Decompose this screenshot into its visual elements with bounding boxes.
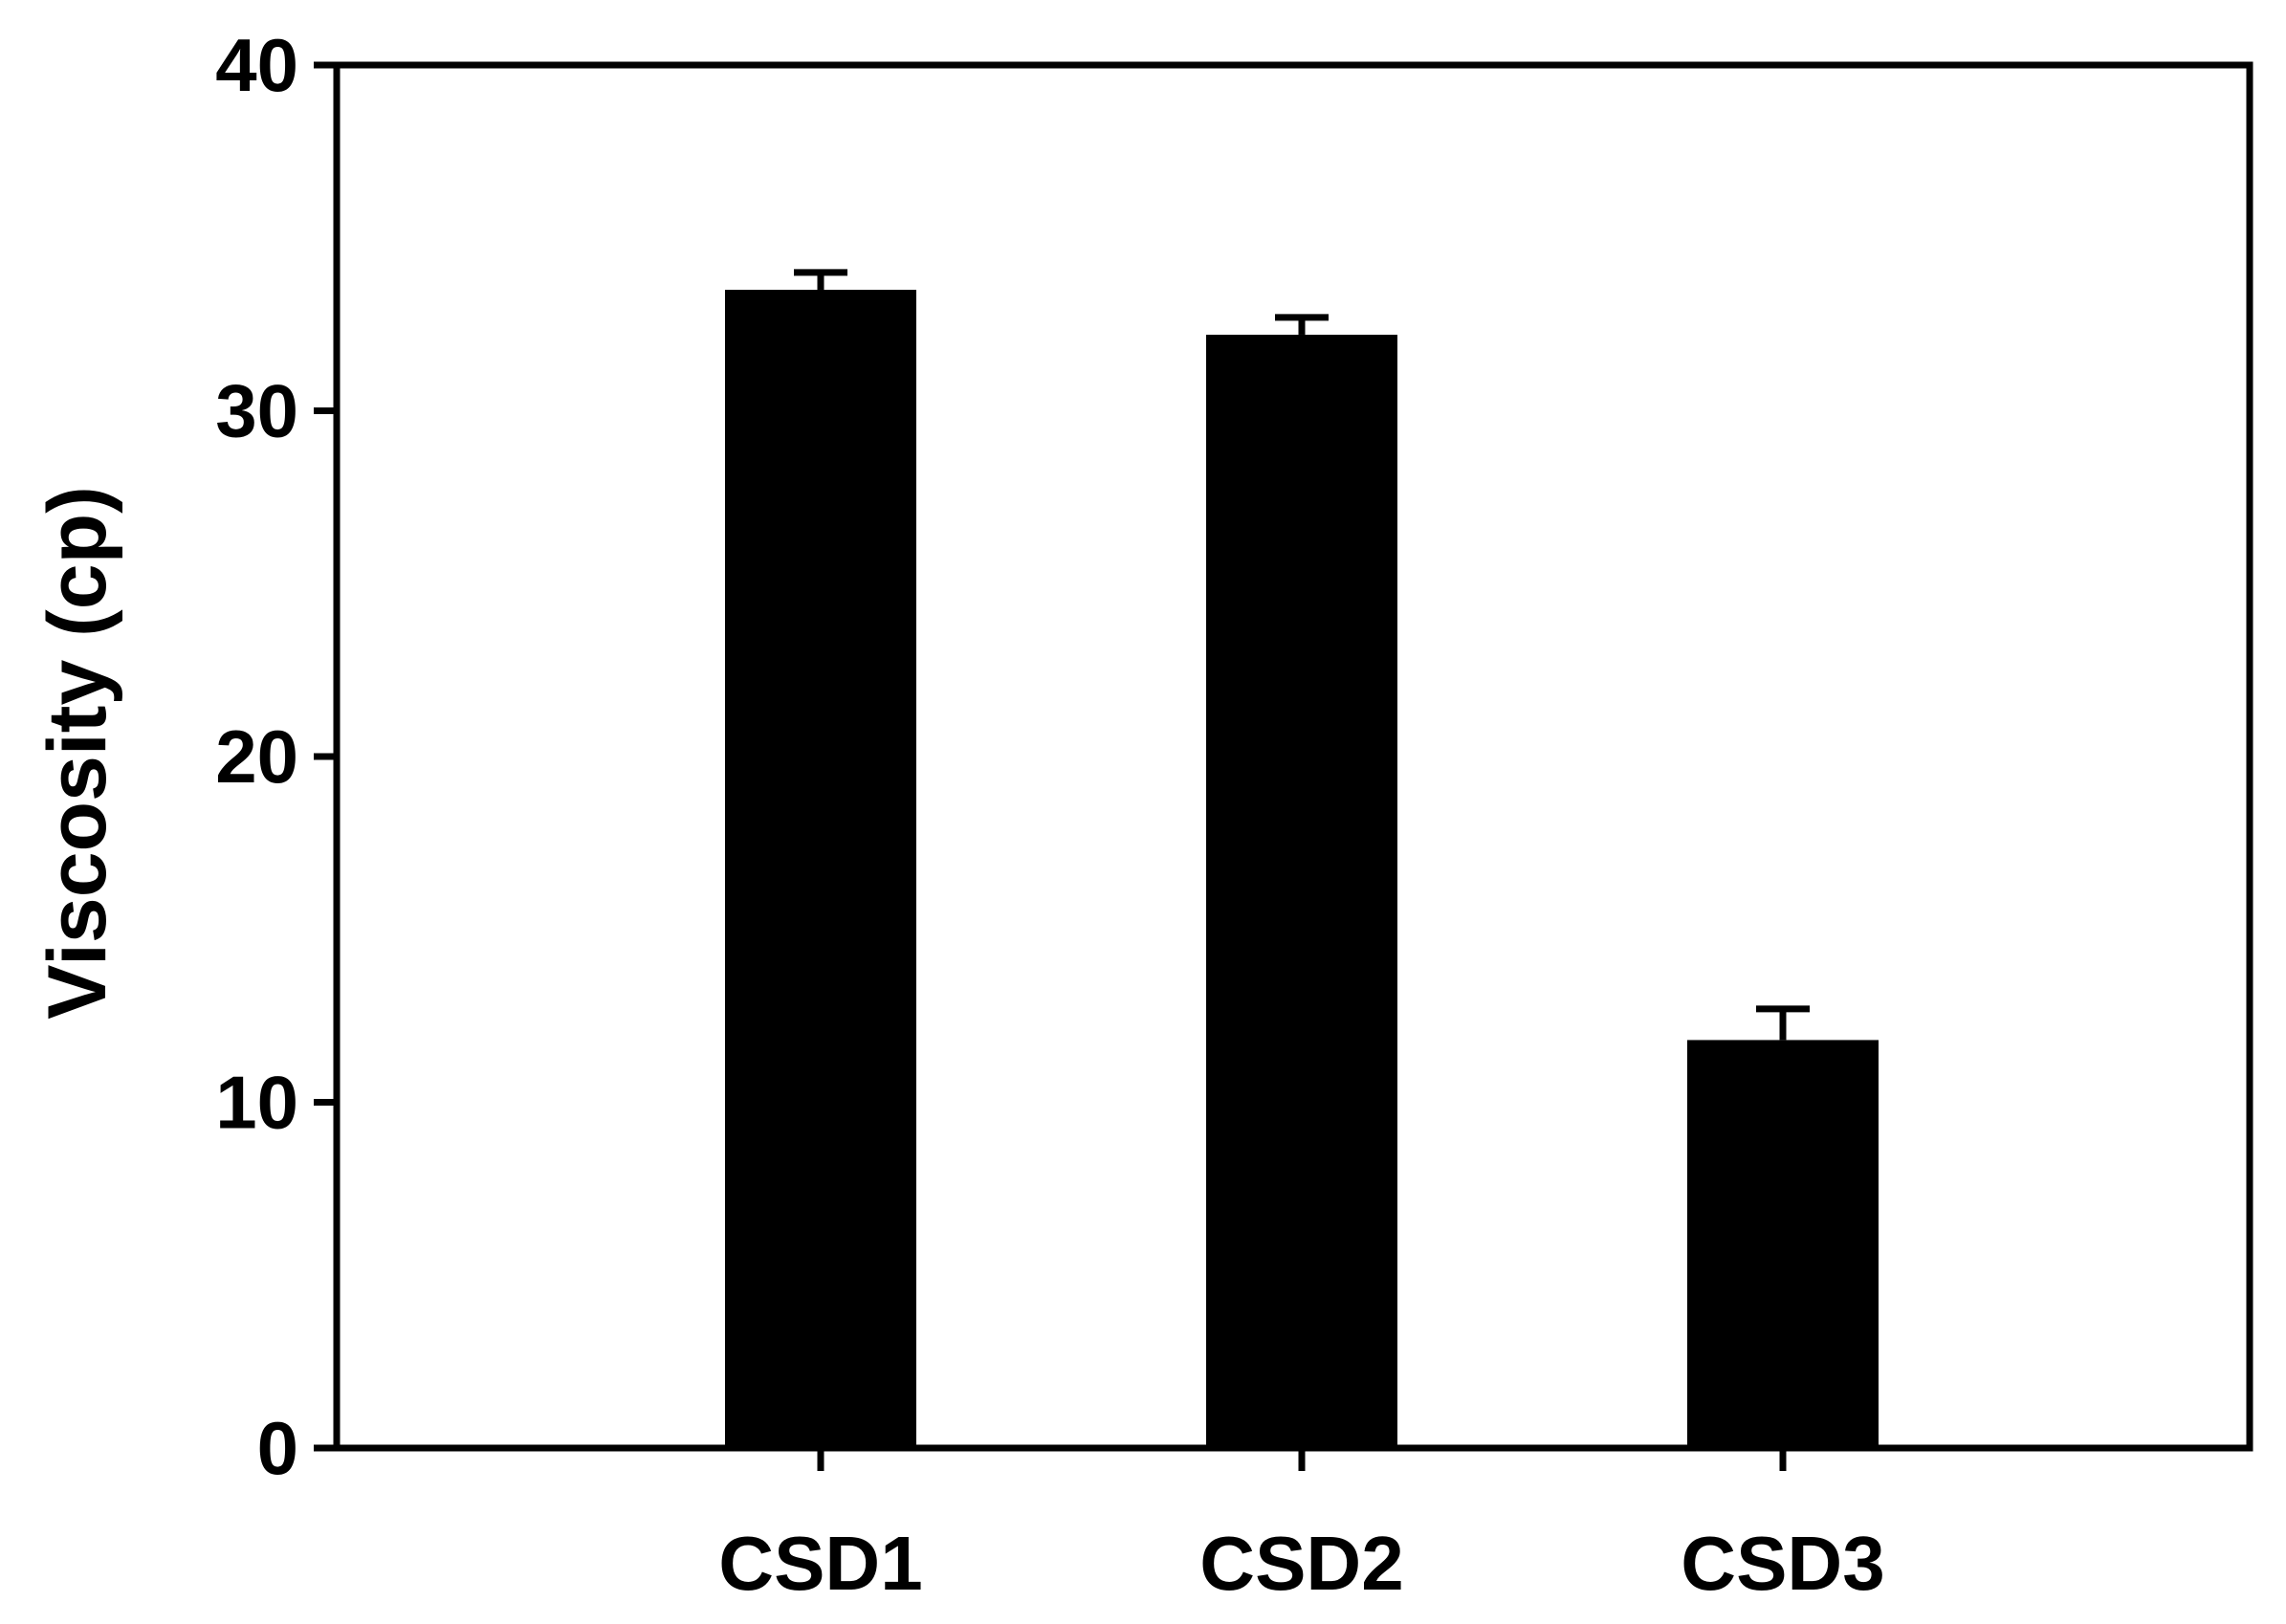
x-category-label: CSD2 [1199, 1521, 1403, 1606]
bar [725, 289, 916, 1449]
x-axis-ticks [817, 1448, 1787, 1471]
y-tick-label: 40 [215, 23, 298, 107]
x-category-labels: CSD1 CSD2 CSD3 [718, 1521, 1884, 1606]
y-tick-label: 0 [257, 1406, 298, 1490]
error-bars [794, 269, 1810, 1041]
bar [1206, 334, 1397, 1449]
bars [725, 289, 1879, 1449]
bar [1687, 1040, 1879, 1448]
y-tick-label: 10 [215, 1061, 298, 1145]
y-tick-label: 20 [215, 714, 298, 799]
y-axis-title: Viscosity (cp) [32, 486, 123, 1020]
x-category-label: CSD1 [718, 1521, 922, 1606]
y-tick-label: 30 [215, 369, 298, 453]
y-tick-labels: 0 10 20 30 40 [215, 23, 298, 1490]
x-category-label: CSD3 [1681, 1521, 1884, 1606]
y-axis-ticks [314, 61, 337, 1452]
